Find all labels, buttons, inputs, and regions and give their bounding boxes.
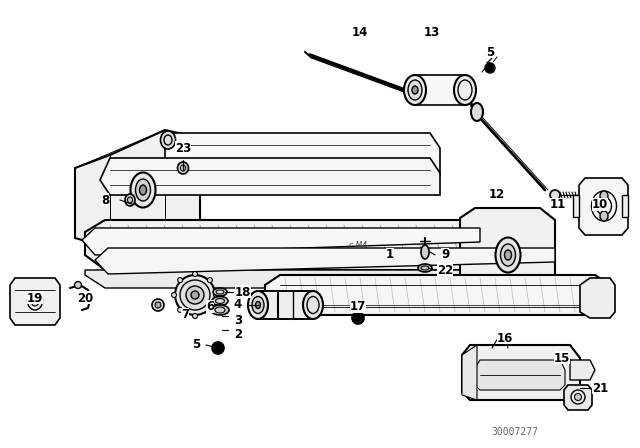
Text: 19: 19 [27,292,43,305]
Ellipse shape [177,162,189,174]
Text: 13: 13 [424,26,440,39]
Text: 20: 20 [77,292,93,305]
Text: 5: 5 [486,46,494,59]
Circle shape [485,63,495,73]
Polygon shape [85,220,510,270]
Ellipse shape [600,211,608,221]
Text: 6: 6 [206,301,214,314]
Ellipse shape [454,75,476,105]
Ellipse shape [155,302,161,308]
Ellipse shape [213,288,227,296]
Polygon shape [622,195,628,217]
Ellipse shape [131,172,156,207]
Polygon shape [165,133,440,175]
Text: 17: 17 [350,301,366,314]
Text: 3: 3 [234,314,242,327]
Circle shape [500,335,510,345]
Polygon shape [10,278,60,325]
Ellipse shape [178,278,182,283]
Polygon shape [95,248,555,274]
Text: 21: 21 [592,382,608,395]
Circle shape [212,342,224,354]
Ellipse shape [172,293,177,297]
Polygon shape [460,208,555,302]
Ellipse shape [404,75,426,105]
Ellipse shape [500,244,515,266]
Ellipse shape [600,191,608,201]
Ellipse shape [191,291,199,299]
Polygon shape [258,291,313,319]
Ellipse shape [74,281,81,289]
Ellipse shape [412,86,418,94]
Text: 15: 15 [554,352,570,365]
Text: 11: 11 [550,198,566,211]
Ellipse shape [418,264,432,272]
Ellipse shape [550,190,560,200]
Ellipse shape [193,271,198,276]
Polygon shape [265,275,610,315]
Ellipse shape [252,297,264,314]
Ellipse shape [212,297,228,306]
Ellipse shape [140,185,147,195]
Ellipse shape [255,302,260,309]
Text: 5: 5 [192,339,200,352]
Text: 22: 22 [437,263,453,276]
Ellipse shape [495,237,520,272]
Polygon shape [75,130,200,248]
Text: 30007277: 30007277 [492,427,538,437]
Ellipse shape [175,275,215,315]
Circle shape [352,312,364,324]
Polygon shape [573,195,579,217]
Text: 23: 23 [175,142,191,155]
Polygon shape [570,360,595,380]
Text: 18: 18 [235,285,251,298]
Polygon shape [579,178,628,235]
Text: 10: 10 [592,198,608,211]
Ellipse shape [161,131,175,149]
Text: 16: 16 [497,332,513,345]
Text: 9: 9 [441,249,449,262]
Ellipse shape [207,278,212,283]
Ellipse shape [211,305,229,315]
Text: 7: 7 [181,309,189,322]
Ellipse shape [504,250,511,260]
Ellipse shape [193,314,198,319]
Ellipse shape [248,291,268,319]
Polygon shape [462,345,580,400]
Polygon shape [475,360,565,390]
Ellipse shape [186,286,204,304]
Ellipse shape [180,280,210,310]
Text: 2: 2 [234,328,242,341]
Text: 14: 14 [352,26,368,39]
Text: 4: 4 [234,298,242,311]
Text: 1: 1 [386,249,394,262]
Text: 12: 12 [489,189,505,202]
Polygon shape [580,278,615,318]
Polygon shape [100,158,440,195]
Ellipse shape [471,103,483,121]
Ellipse shape [31,296,39,306]
Polygon shape [564,385,592,410]
Polygon shape [415,75,465,105]
Ellipse shape [421,245,429,259]
Text: c M4: c M4 [349,241,367,250]
Polygon shape [85,258,510,288]
Ellipse shape [125,194,135,206]
Ellipse shape [207,307,212,312]
Ellipse shape [214,293,218,297]
Ellipse shape [408,80,422,100]
Polygon shape [82,228,480,255]
Ellipse shape [152,299,164,311]
Ellipse shape [575,393,582,401]
Ellipse shape [303,291,323,319]
Text: 8: 8 [101,194,109,207]
Ellipse shape [136,179,150,201]
Polygon shape [462,345,477,400]
Ellipse shape [178,307,182,312]
